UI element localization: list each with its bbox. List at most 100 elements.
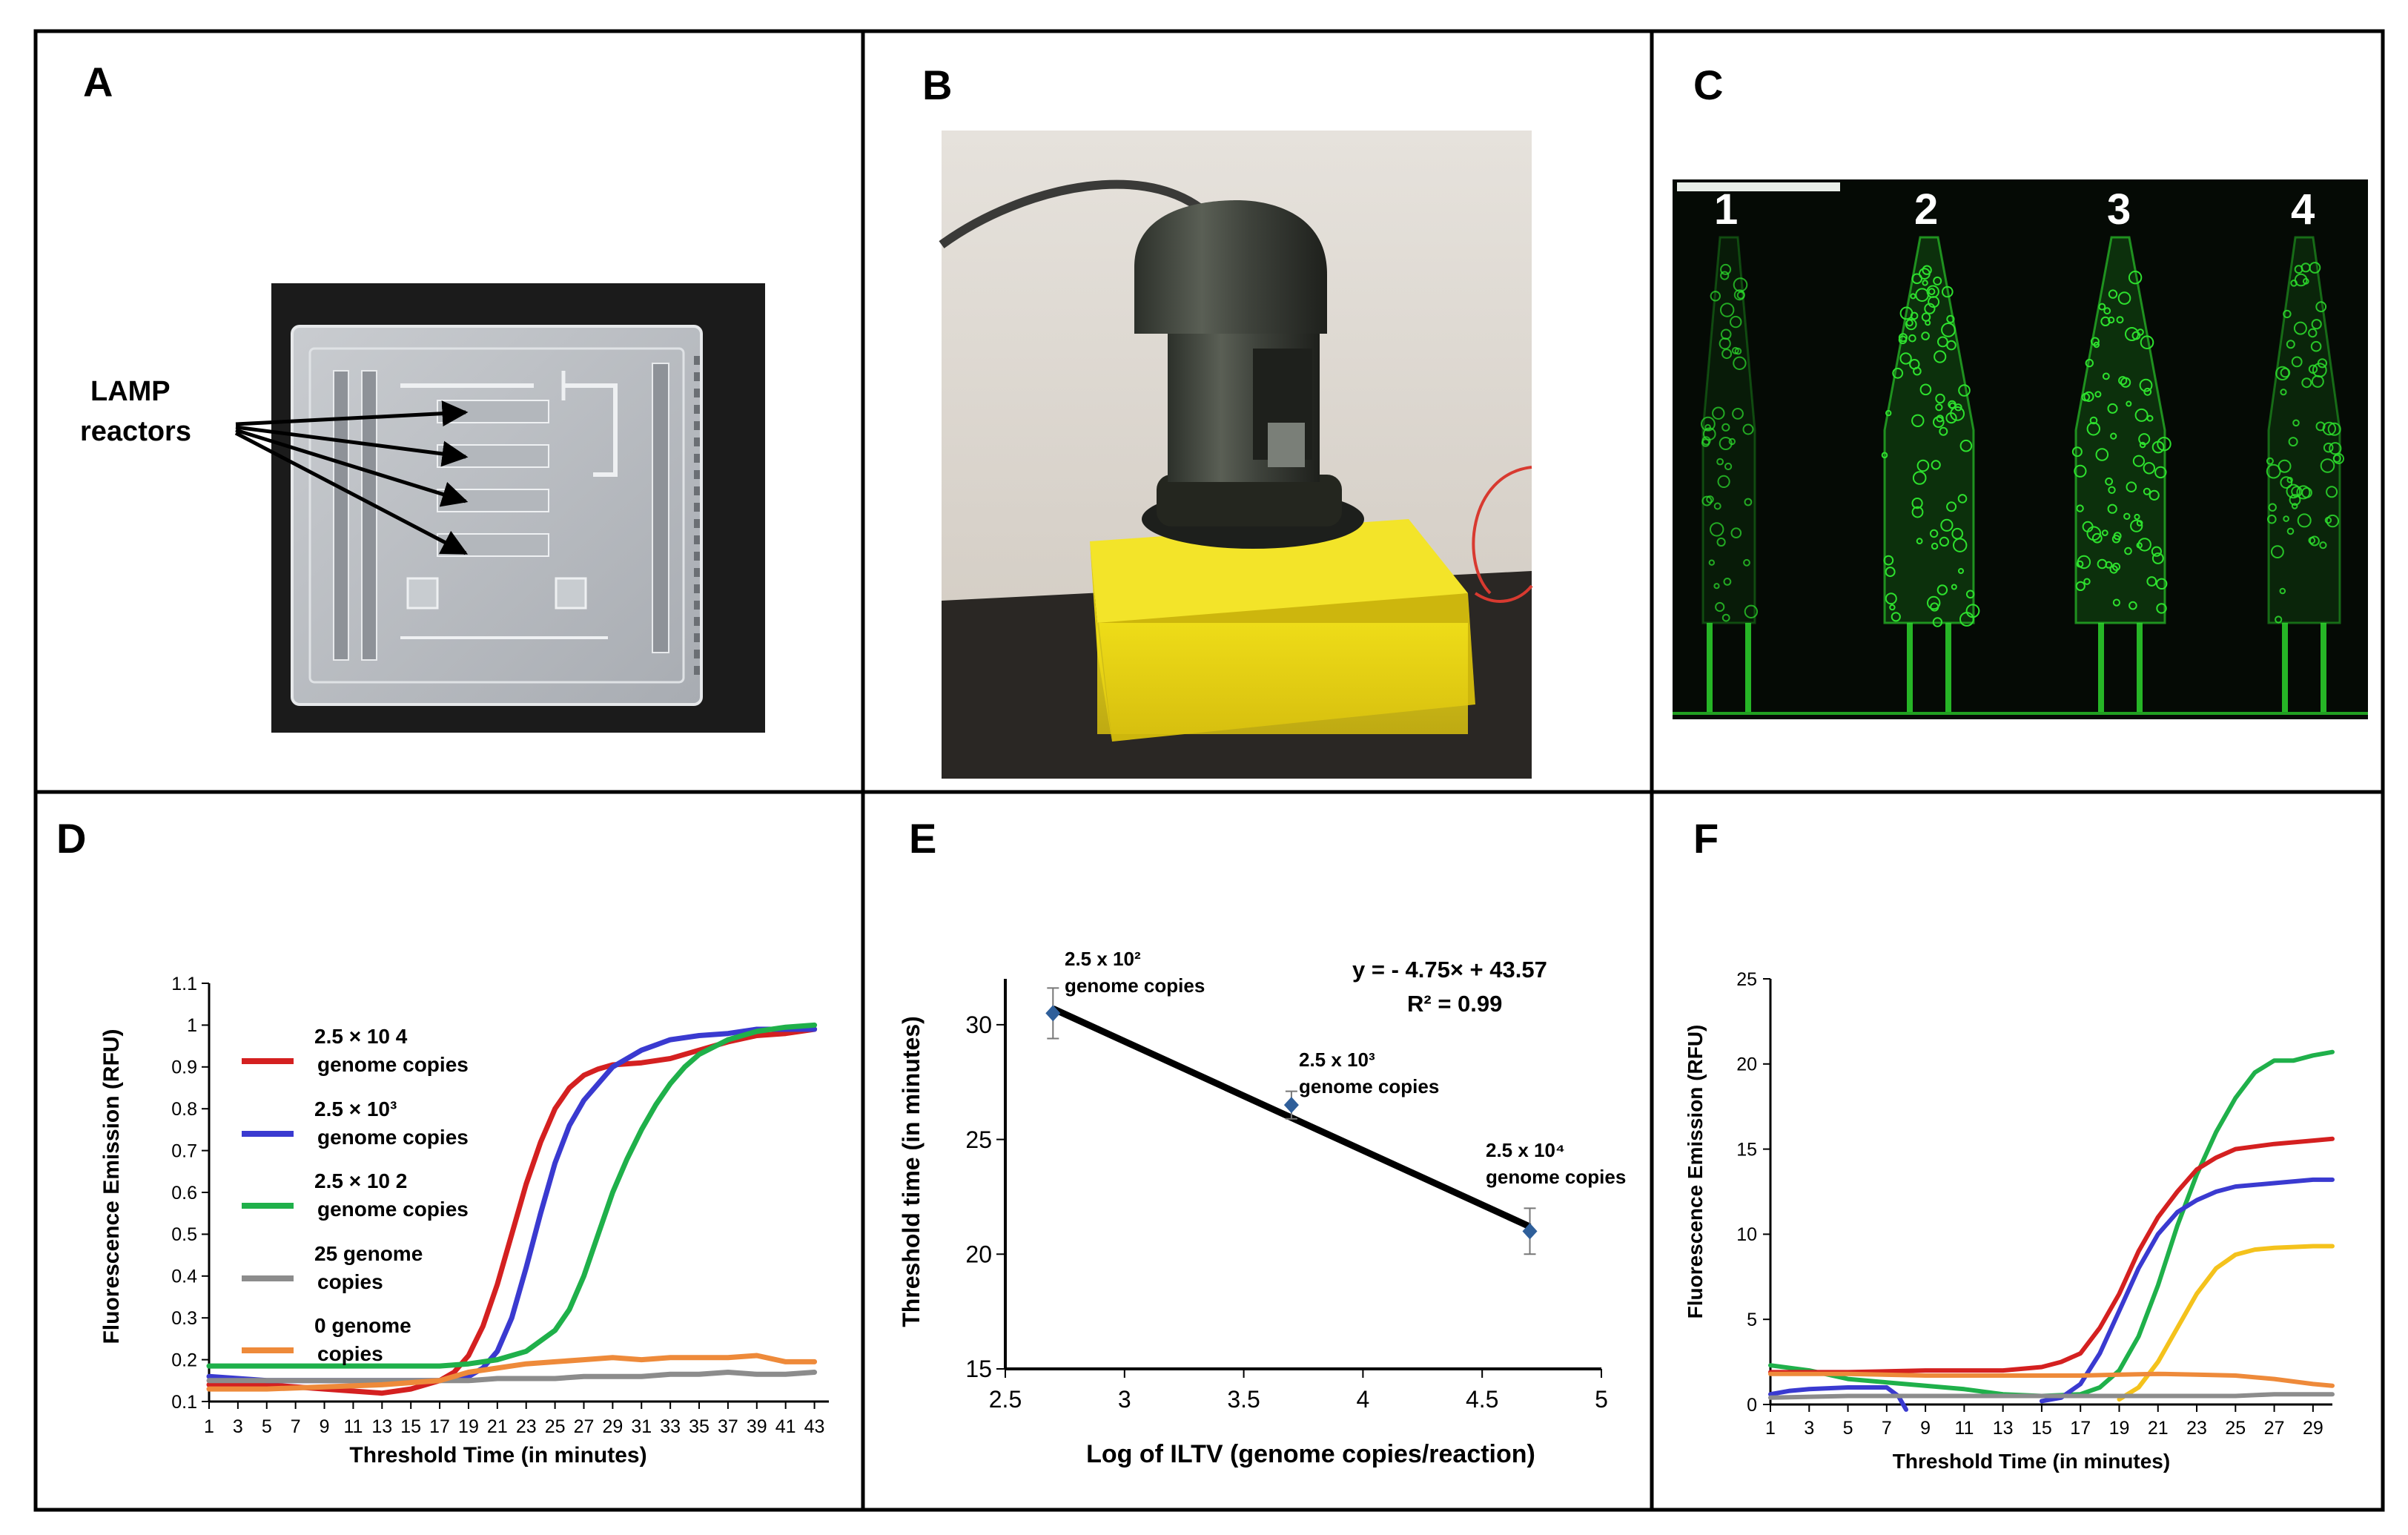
bubble — [2071, 446, 2083, 458]
bubble — [1937, 336, 1948, 348]
bubble — [2333, 453, 2344, 464]
bubble — [1724, 462, 1733, 471]
bubble — [2110, 432, 2117, 440]
y-tick-label: 0.6 — [171, 1183, 197, 1204]
series-line-gray — [1768, 1392, 2335, 1400]
bubble — [1927, 595, 1941, 610]
reactor-lane — [2267, 236, 2341, 624]
bubble — [2275, 366, 2290, 380]
panel-letter-d: D — [56, 815, 86, 862]
bubble — [2124, 547, 2132, 555]
bubble — [2132, 455, 2145, 467]
chart-d-ylabel: Fluorescence Emission (RFU) — [99, 1029, 124, 1344]
bubble — [1931, 542, 1939, 550]
bubble — [2139, 378, 2153, 392]
bubble — [2128, 601, 2137, 610]
x-tick-label: 15 — [400, 1416, 421, 1437]
bubble — [1721, 349, 1733, 360]
bubble — [1885, 567, 1896, 578]
bubble — [2324, 516, 2332, 524]
bubble — [2326, 514, 2340, 528]
x-tick-label: 4.5 — [1466, 1386, 1498, 1413]
y-tick-label: 25 — [1736, 969, 1757, 990]
x-tick-label: 29 — [602, 1416, 623, 1437]
bubble — [2151, 552, 2164, 564]
bubble — [1704, 423, 1711, 431]
point-label-line1: 2.5 x 10² — [1065, 948, 1141, 970]
x-tick-label: 5 — [1843, 1418, 1853, 1439]
lane-label-4: 4 — [2291, 185, 2315, 234]
bubble — [2151, 546, 2162, 557]
point-label-line1: 2.5 x 10⁴ — [1486, 1139, 1565, 1161]
x-tick-label: 13 — [1993, 1418, 2014, 1439]
x-tick-label: 11 — [343, 1416, 363, 1437]
x-tick-label: 9 — [1920, 1418, 1931, 1439]
bubble — [1946, 501, 1957, 512]
bubble — [1911, 414, 1925, 427]
chart-d-series — [206, 1022, 818, 1396]
bubble — [2126, 481, 2137, 493]
bubble — [2311, 319, 2322, 330]
bubble — [2130, 519, 2143, 532]
chart-e-r-squared: R² = 0.99 — [1407, 991, 1502, 1017]
y-tick-label: 30 — [965, 1011, 992, 1038]
y-tick-label: 20 — [965, 1241, 992, 1267]
reactor-outlet — [2321, 623, 2326, 712]
reactor-outlet — [1707, 623, 1713, 712]
bubble — [2107, 403, 2118, 414]
bubble — [2095, 448, 2109, 461]
bubble — [2083, 391, 2094, 403]
bubble — [1941, 323, 1956, 337]
bubble — [2107, 504, 2117, 514]
bubble — [1911, 498, 1923, 509]
y-tick-label: 1 — [187, 1015, 197, 1036]
bubble — [2308, 536, 2316, 544]
data-point — [1283, 1097, 1299, 1114]
bubble — [2296, 485, 2311, 500]
bubble — [1885, 409, 1892, 417]
bubble — [2090, 337, 2100, 346]
bubble — [2149, 489, 2160, 501]
bubble — [1908, 334, 1916, 343]
bubble — [1924, 303, 1936, 314]
panel-a-photo: LAMP reactors — [80, 283, 765, 733]
bubble — [2156, 603, 2167, 614]
x-tick-label: 17 — [2070, 1418, 2091, 1439]
bubble — [1932, 617, 1943, 627]
x-tick-label: 2.5 — [989, 1386, 1022, 1413]
chart-d-legend: 2.5 × 10 4 genome copies 2.5 × 10³ genome c… — [242, 1025, 469, 1365]
reactor-lanes — [1673, 236, 2368, 715]
chart-e-plot: 2.5 x 10² genome copies 2.5 x 10³ genome co… — [1045, 948, 1626, 1255]
bubble — [1929, 529, 1939, 538]
bubble — [1905, 319, 1914, 327]
callout-arrows — [234, 400, 469, 555]
x-tick-label: 9 — [320, 1416, 330, 1437]
panel-c-photo: 1 2 3 4 — [1673, 179, 2368, 719]
lane-labels: 1 2 3 4 — [1714, 185, 2315, 234]
bubble — [1701, 495, 1713, 506]
bubble — [2283, 309, 2292, 319]
y-tick-label: 0.2 — [171, 1350, 197, 1370]
bubble — [2136, 520, 2143, 526]
x-tick-label: 7 — [291, 1416, 301, 1437]
bubble — [2156, 578, 2168, 590]
bubble — [1940, 518, 1954, 532]
y-tick-label: 20 — [1736, 1054, 1757, 1075]
bubble — [2294, 265, 2303, 274]
bubble — [2137, 538, 2151, 552]
reactor-outlet — [1945, 623, 1951, 712]
chart-e-ylabel: Threshold time (in minutes) — [898, 1016, 924, 1327]
bubble — [1881, 452, 1888, 459]
bubble — [1716, 537, 1726, 547]
bubble — [2275, 615, 2283, 624]
legend-label-line2: genome copies — [317, 1126, 469, 1149]
bubble — [1733, 356, 1747, 370]
bubble — [2134, 408, 2149, 422]
bubble — [2279, 587, 2286, 595]
y-tick-label: 0.5 — [171, 1224, 197, 1245]
bubble — [1883, 555, 1894, 566]
bubble — [2109, 565, 2118, 574]
y-tick-label: 1.1 — [171, 974, 197, 994]
bubble — [2278, 459, 2292, 473]
bubble — [1958, 384, 1971, 397]
